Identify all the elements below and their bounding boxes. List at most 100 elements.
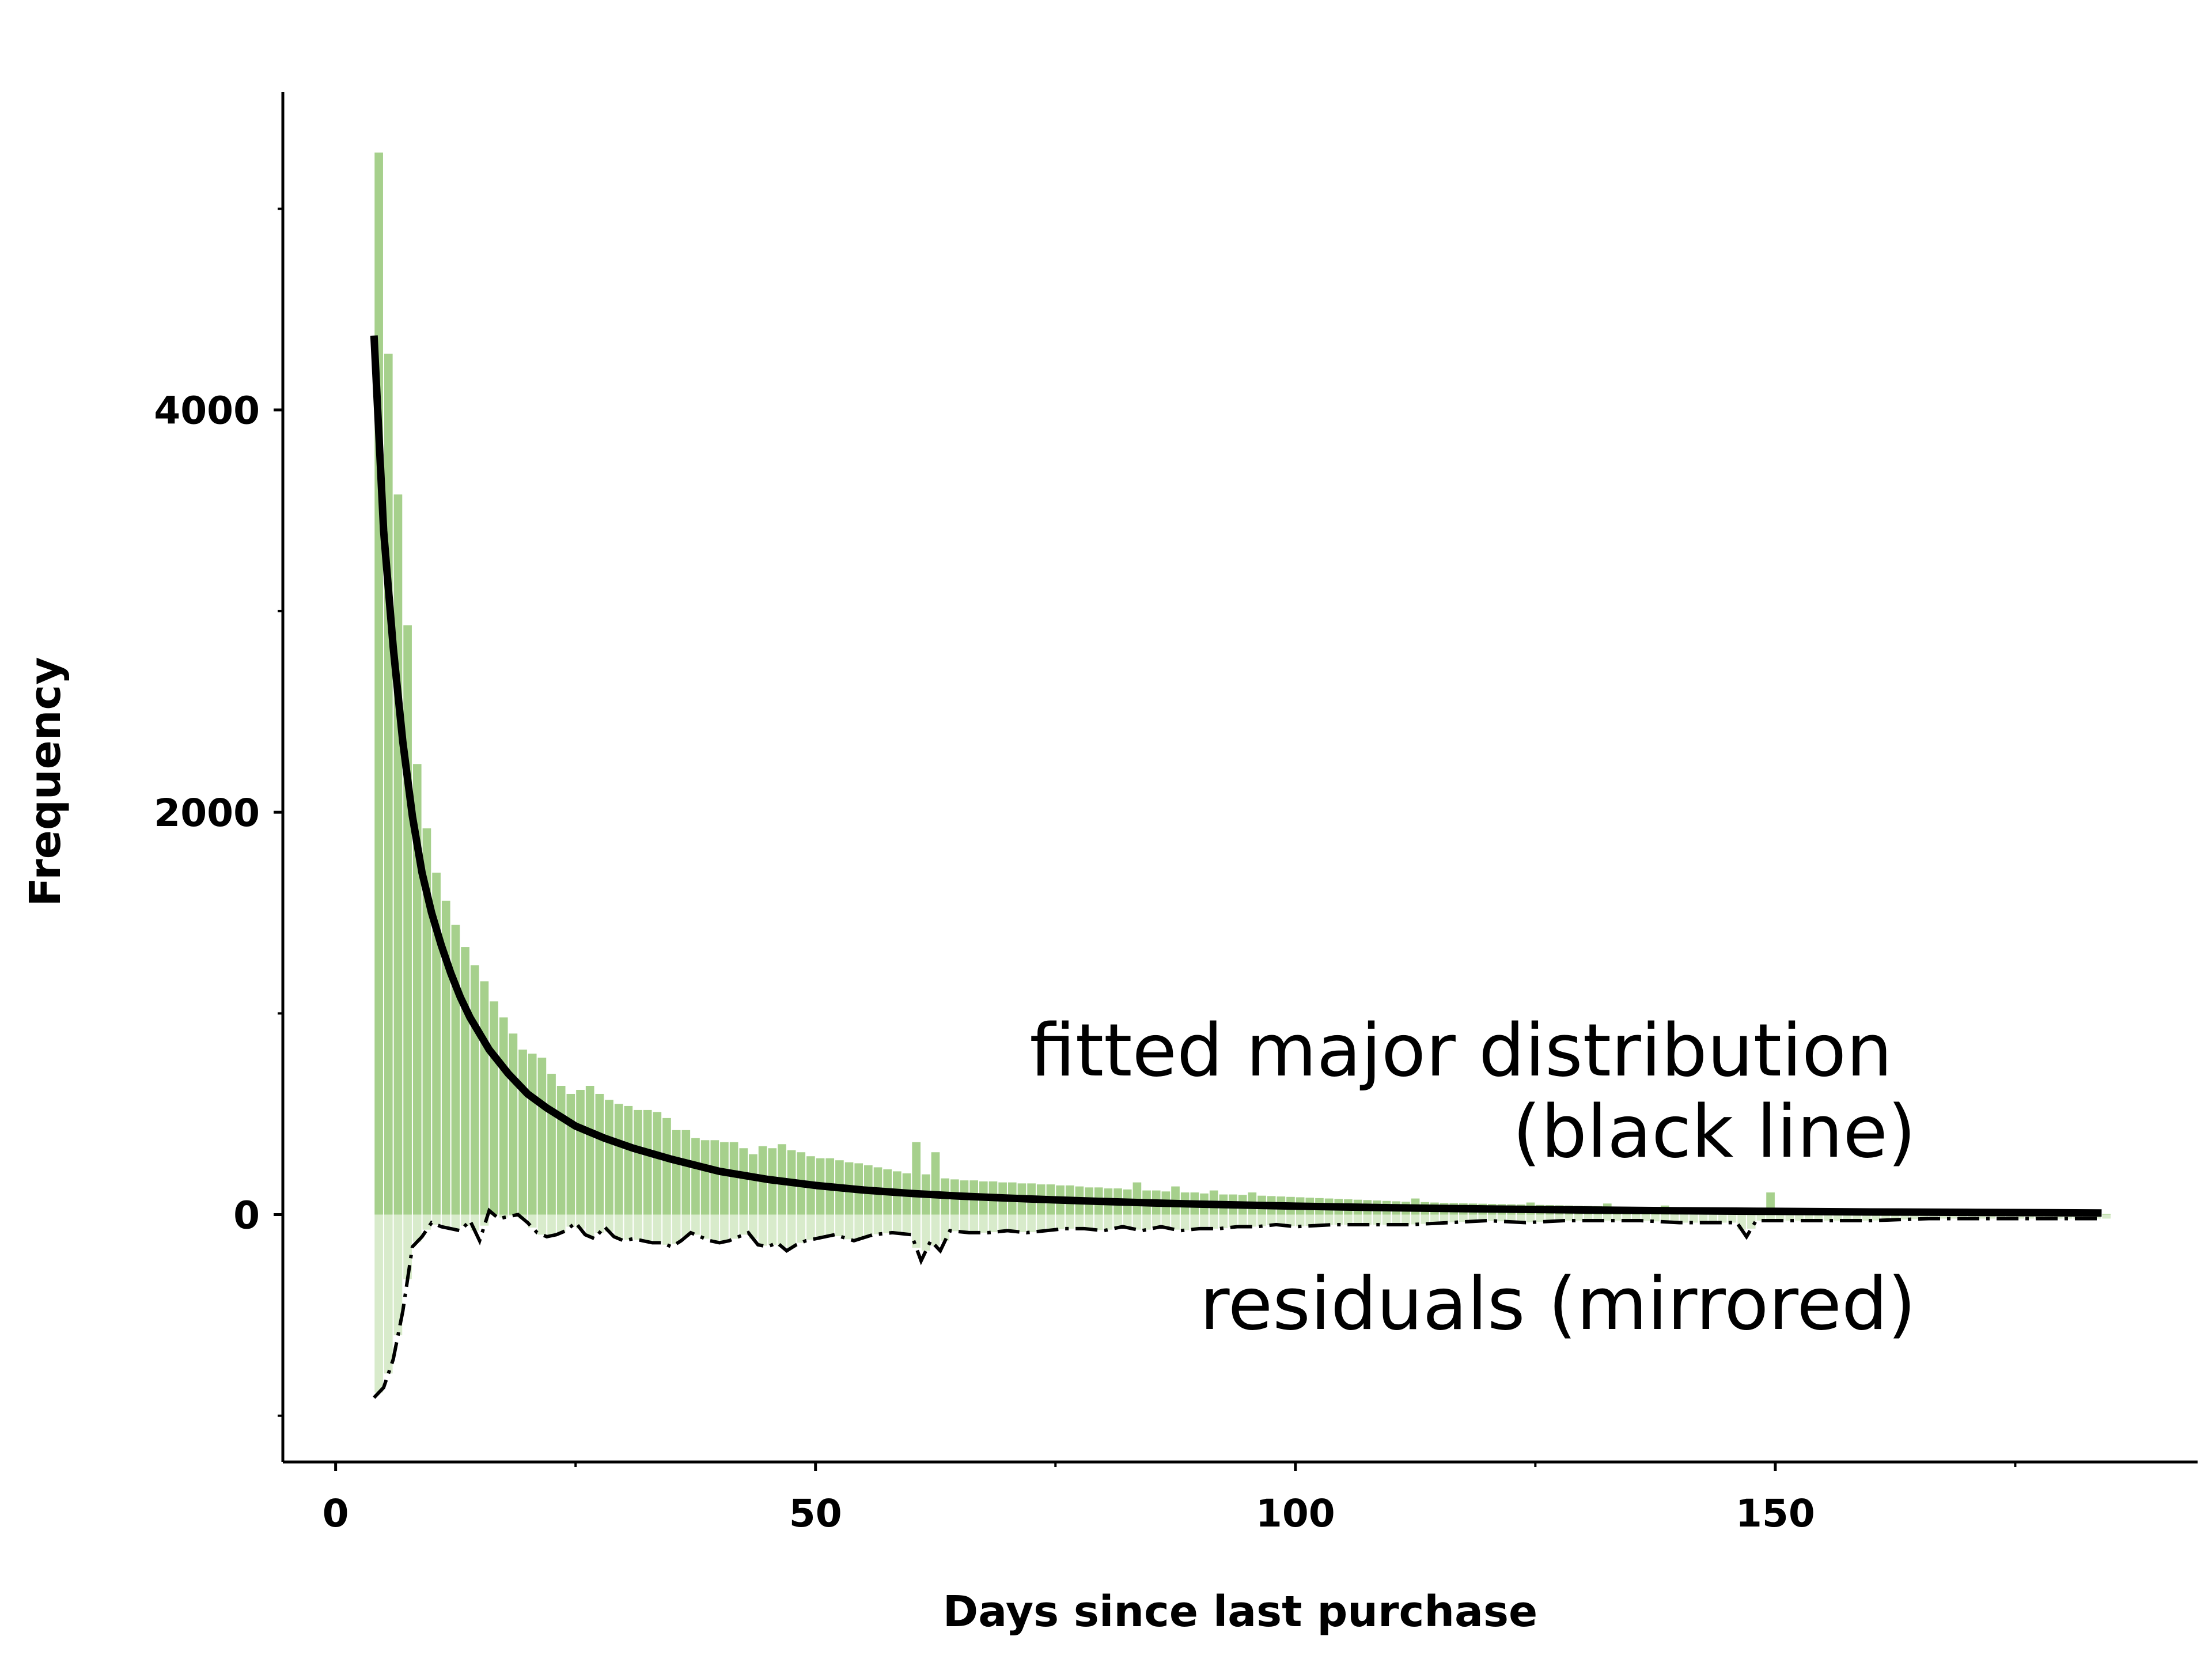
histogram-bar [672,1130,681,1215]
mirrored-bar [1161,1214,1171,1228]
mirrored-bar [653,1214,662,1243]
mirrored-bar [1555,1214,1564,1221]
mirrored-bar [537,1214,547,1235]
mirrored-bar [844,1214,854,1240]
mirrored-bar [681,1214,691,1237]
mirrored-bar [1824,1214,1832,1221]
mirrored-bar [556,1214,566,1233]
histogram-bar [566,1093,575,1215]
mirrored-bar [1766,1214,1775,1221]
mirrored-bar [988,1214,998,1233]
fitted-curve-line [370,335,2102,1217]
mirrored-bar [1833,1214,1842,1221]
mirrored-bar [931,1214,940,1246]
mirrored-bar [950,1214,959,1232]
mirrored-bar [1200,1214,1209,1229]
histogram-bar [605,1100,613,1215]
histogram-bar [691,1138,700,1215]
mirrored-bar [1526,1214,1535,1223]
histogram-bar [749,1154,757,1215]
mirrored-bar [1584,1214,1593,1221]
mirrored-bar [1910,1214,1919,1219]
y-tick-label: 0 [233,1193,260,1237]
mirrored-bar [739,1214,748,1235]
mirrored-bar [1075,1214,1084,1229]
mirrored-bar [1929,1214,1938,1219]
mirrored-bars [374,1214,2111,1393]
mirrored-bar [1622,1214,1631,1221]
mirrored-bar [1363,1214,1372,1225]
mirrored-bar [883,1214,892,1233]
mirrored-bar [412,1214,422,1242]
mirrored-bar [432,1214,441,1225]
mirrored-bar [1392,1214,1401,1225]
mirrored-bar [2054,1214,2063,1219]
histogram-bar [490,1001,498,1215]
histogram-bar [912,1142,921,1215]
residuals-annotation: residuals (mirrored) [1200,1262,1916,1346]
mirrored-bar [1612,1214,1622,1221]
histogram-bar [931,1152,940,1215]
histogram-bar [681,1130,691,1215]
mirrored-bar [1027,1214,1036,1233]
mirrored-bar [1756,1214,1766,1221]
mirrored-bar [1402,1214,1410,1225]
mirrored-bar [1814,1214,1823,1221]
mirrored-bar [1919,1214,1929,1219]
mirrored-bar [1238,1214,1247,1227]
mirrored-bar [1478,1214,1487,1221]
mirrored-bar [864,1214,873,1237]
mirrored-bar [1631,1214,1641,1221]
histogram-bar [547,1074,556,1215]
mirrored-bar [2025,1214,2034,1219]
mirrored-bar [1113,1214,1122,1228]
mirrored-bar [1180,1214,1190,1230]
mirrored-bar [1219,1214,1228,1229]
mirrored-bar [1948,1214,1957,1219]
mirrored-bar [403,1214,412,1279]
histogram-bar [441,900,450,1215]
mirrored-bar [1334,1214,1343,1225]
histogram-bar [393,494,403,1215]
mirrored-bar [1046,1214,1055,1230]
mirrored-bar [1565,1214,1573,1221]
mirrored-bar [1939,1214,1948,1219]
mirrored-bar [1036,1214,1046,1232]
mirrored-bar [1296,1214,1305,1227]
mirrored-bar [595,1214,604,1233]
histogram-bar [384,353,393,1215]
mirrored-bar [1190,1214,1199,1229]
mirrored-bar [960,1214,969,1233]
mirrored-bar [1680,1214,1688,1223]
mirrored-bar [1497,1214,1506,1222]
mirrored-bar [1324,1214,1334,1225]
histogram-bar [480,981,489,1215]
mirrored-bar [1065,1214,1074,1229]
mirrored-bar [1123,1214,1132,1228]
mirrored-bar [797,1214,806,1243]
mirrored-bar [1775,1214,1785,1221]
mirrored-bar [1651,1214,1660,1222]
mirrored-bar [1804,1214,1813,1221]
mirrored-bar [585,1214,594,1237]
histogram-bar [374,152,383,1215]
histogram-bar [634,1109,642,1215]
mirrored-bar [1795,1214,1804,1221]
mirrored-bar [1421,1214,1430,1224]
histogram-bar [461,947,469,1215]
mirrored-bar [691,1214,700,1235]
mirrored-bar [1593,1214,1602,1221]
mirrored-bar [374,1214,383,1393]
mirrored-bar [710,1214,719,1242]
histogram-bar [643,1109,652,1215]
histogram-bar [509,1033,518,1215]
mirrored-bar [902,1214,911,1234]
mirrored-bar [634,1214,642,1240]
mirrored-bar [816,1214,825,1238]
mirrored-bar [825,1214,835,1236]
x-tick-label: 150 [1736,1491,1815,1536]
mirrored-bar [1968,1214,1976,1219]
mirrored-bar [672,1214,681,1244]
residuals-line [373,1207,2102,1399]
